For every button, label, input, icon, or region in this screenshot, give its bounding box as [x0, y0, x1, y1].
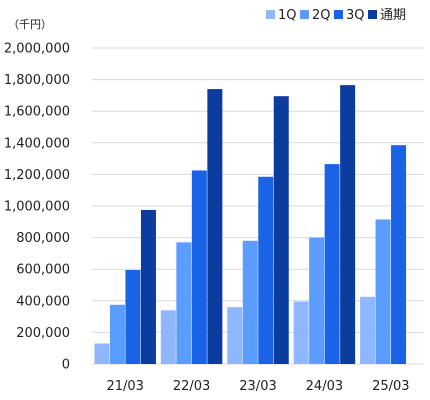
bar-3Q-21/03: [125, 269, 141, 364]
y-tick-label: 200,000: [16, 326, 70, 341]
bars: [94, 85, 407, 364]
bar-通期-22/03: [207, 89, 223, 364]
legend-label: 通期: [380, 8, 406, 23]
bar-3Q-23/03: [258, 176, 274, 364]
legend: 1Q 2Q 3Q 通期: [266, 8, 406, 23]
legend-label: 3Q: [346, 8, 365, 23]
x-tick-label: 24/03: [306, 379, 343, 394]
bar-通期-21/03: [140, 209, 156, 364]
legend-swatch-2Q: [300, 10, 309, 19]
bar-1Q-24/03: [293, 301, 309, 364]
y-axis-unit-label: （千円）: [8, 18, 52, 31]
y-tick-label: 600,000: [16, 263, 70, 278]
bar-2Q-22/03: [176, 242, 192, 364]
y-axis: 0 200,000 400,000 600,000 800,000 1,000,000 1,…: [4, 42, 70, 373]
y-tick-label: 0: [62, 358, 70, 373]
bar-1Q-25/03: [360, 296, 376, 364]
bar-通期-24/03: [340, 85, 356, 364]
y-tick-label: 2,000,000: [4, 42, 70, 57]
legend-label: 2Q: [312, 8, 331, 23]
bar-2Q-24/03: [309, 237, 325, 364]
bar-2Q-25/03: [375, 219, 391, 364]
bar-3Q-22/03: [191, 170, 207, 364]
y-tick-label: 1,200,000: [4, 168, 70, 183]
y-tick-label: 1,600,000: [4, 105, 70, 120]
bar-1Q-23/03: [227, 307, 243, 364]
x-tick-label: 22/03: [173, 379, 210, 394]
y-tick-label: 400,000: [16, 294, 70, 309]
y-tick-label: 1,000,000: [4, 200, 70, 215]
legend-label: 1Q: [278, 8, 297, 23]
y-tick-label: 1,800,000: [4, 73, 70, 88]
bar-3Q-25/03: [391, 145, 407, 364]
legend-swatch-3Q: [334, 10, 343, 19]
x-tick-label: 25/03: [372, 379, 409, 394]
bar-3Q-24/03: [324, 164, 340, 364]
x-axis: 21/03 22/03 23/03 24/03 25/03: [106, 379, 409, 394]
bar-2Q-23/03: [242, 240, 258, 364]
x-tick-label: 23/03: [239, 379, 276, 394]
bar-2Q-21/03: [109, 304, 125, 364]
x-tick-label: 21/03: [106, 379, 143, 394]
bar-1Q-22/03: [160, 310, 176, 364]
legend-swatch-1Q: [266, 10, 275, 19]
bar-通期-23/03: [273, 96, 289, 364]
y-tick-label: 1,400,000: [4, 136, 70, 151]
y-tick-label: 800,000: [16, 231, 70, 246]
bar-1Q-21/03: [94, 343, 110, 364]
legend-swatch-通期: [368, 10, 377, 19]
